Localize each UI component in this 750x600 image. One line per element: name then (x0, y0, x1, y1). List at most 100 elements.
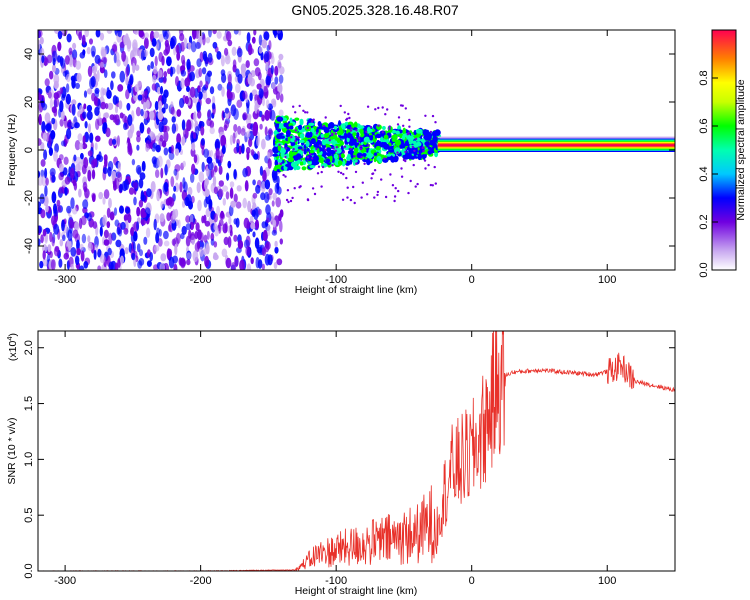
mixed-halo (361, 181, 364, 184)
noise-blob (267, 152, 271, 159)
mixed-halo (359, 147, 363, 151)
noise-blob (235, 68, 240, 78)
noise-blob (76, 239, 80, 251)
mixed-blob (285, 163, 292, 168)
noise-blob (103, 189, 110, 200)
noise-blob (171, 116, 176, 123)
noise-blob (237, 239, 244, 250)
noise-blob (160, 167, 164, 179)
mixed-halo (324, 148, 327, 151)
noise-blob (42, 228, 47, 237)
y-tick-label: 20 (23, 96, 35, 108)
noise-blob (229, 134, 233, 146)
y-tick-label: 1.0 (23, 452, 35, 467)
noise-blob (131, 252, 136, 261)
noise-blob (275, 197, 282, 208)
mixed-halo (334, 149, 337, 152)
noise-blob (187, 42, 192, 50)
noise-blob (126, 102, 131, 111)
noise-blob (40, 159, 46, 167)
noise-blob (252, 126, 258, 137)
noise-blob (253, 30, 257, 36)
mixed-halo (320, 185, 323, 188)
mixed-halo (298, 186, 301, 189)
noise-blob (117, 84, 124, 92)
mixed-halo (341, 198, 345, 201)
noise-blob (198, 67, 203, 78)
noise-blob (118, 100, 123, 110)
mixed-blob (294, 117, 300, 121)
mixed-halo (313, 192, 317, 196)
mixed-blob (276, 116, 284, 122)
noise-blob (81, 164, 87, 175)
mixed-halo (365, 130, 368, 134)
noise-blob (213, 223, 218, 231)
noise-blob (106, 207, 111, 218)
noise-blob (153, 65, 158, 75)
mixed-blob (293, 164, 297, 171)
noise-blob (83, 90, 88, 98)
x-tick-label: -300 (54, 274, 76, 286)
noise-blob (265, 204, 271, 215)
noise-blob (250, 257, 254, 265)
noise-blob (119, 70, 126, 83)
mixed-blob (341, 124, 346, 131)
noise-blob (49, 231, 53, 243)
mixed-halo (402, 124, 405, 128)
noise-blob (99, 32, 105, 41)
noise-blob (219, 212, 225, 220)
noise-blob (112, 138, 117, 145)
noise-blob (42, 250, 46, 260)
noise-blob (271, 200, 275, 207)
noise-blob (108, 197, 112, 209)
noise-blob (154, 55, 158, 67)
noise-blob (187, 186, 193, 196)
noise-blob (84, 30, 89, 38)
noise-blob (221, 73, 227, 84)
noise-blob (213, 213, 218, 223)
noise-blob (278, 74, 284, 84)
noise-blob (84, 121, 88, 129)
noise-blob (207, 52, 213, 63)
noise-blob (120, 221, 126, 230)
mixed-blob (290, 141, 296, 146)
mixed-blob (287, 136, 291, 142)
noise-blob (204, 188, 210, 197)
mixed-blob (427, 150, 433, 155)
noise-blob (83, 103, 87, 110)
mixed-blob (418, 149, 423, 154)
noise-blob (105, 127, 111, 138)
mixed-blob (277, 144, 281, 152)
mixed-halo (331, 132, 334, 136)
noise-blob (135, 164, 142, 175)
noise-blob (207, 161, 214, 171)
mixed-blob (394, 139, 401, 146)
noise-blob (216, 51, 222, 60)
mixed-halo (346, 117, 349, 121)
mixed-halo (294, 129, 298, 132)
noise-blob (236, 142, 240, 153)
noise-blob (145, 140, 151, 149)
noise-blob (150, 132, 156, 141)
snr-axes: -300 -200 -100 0 100 0.0 0.5 1.0 1.5 2.0 (23, 331, 675, 587)
noise-blob (79, 104, 84, 115)
noise-blob (175, 76, 179, 87)
noise-blob (120, 255, 124, 265)
noise-blob (161, 107, 166, 114)
noise-blob (256, 136, 260, 147)
noise-blob (199, 246, 204, 257)
noise-blob (197, 110, 202, 119)
noise-blob (111, 44, 117, 52)
noise-blob (88, 123, 91, 133)
mixed-blob (363, 136, 371, 143)
noise-blob (226, 172, 230, 181)
mixed-halo (434, 121, 437, 124)
noise-blob (171, 123, 177, 134)
mixed-blob (405, 152, 410, 158)
noise-blob (107, 247, 112, 256)
noise-blob (250, 149, 255, 156)
noise-blob (97, 265, 102, 270)
noise-blob (273, 262, 278, 269)
noise-blob (75, 255, 80, 266)
noise-blob (71, 121, 75, 128)
